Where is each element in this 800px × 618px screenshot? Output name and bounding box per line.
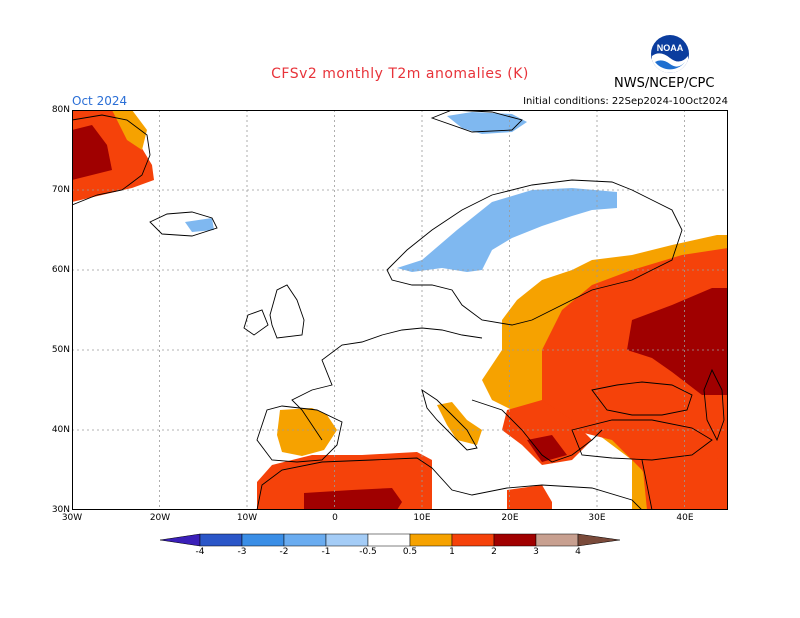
anomaly-region-balkans-dark	[527, 435, 567, 462]
map-frame	[72, 110, 728, 510]
coast-europe-west	[291, 327, 483, 441]
map-title: CFSv2 monthly T2m anomalies (K)	[271, 66, 529, 82]
initial-conditions: Initial conditions: 22Sep2024-10Oct2024	[523, 96, 728, 107]
colorbar-label-m3: -3	[237, 547, 247, 557]
coast-iberia	[256, 405, 343, 463]
colorbar-arrow-high	[577, 533, 621, 547]
coast-ireland	[243, 309, 269, 336]
coast-black-sea	[591, 381, 693, 416]
agency-label: NWS/NCEP/CPC	[614, 76, 715, 91]
coast-uk	[269, 284, 305, 339]
coast-balkans	[471, 399, 603, 463]
lon-label-10e: 10E	[413, 513, 431, 523]
anomaly-region-iberia	[277, 408, 337, 456]
colorbar-label-05: 0.5	[402, 547, 418, 557]
lon-label-40e: 40E	[676, 513, 694, 523]
anomaly-region-iceland	[185, 218, 214, 232]
forecast-month: Oct 2024	[72, 94, 128, 108]
coast-scandinavia	[386, 179, 683, 326]
coast-greenland	[72, 114, 151, 206]
anomaly-fills	[72, 110, 728, 510]
lon-label-10w: 10W	[236, 513, 258, 523]
colorbar-seg-2-3	[493, 533, 537, 547]
colorbar-seg-05-1	[409, 533, 453, 547]
anomaly-region-greenland-dark	[72, 125, 112, 180]
anomaly-region-mideast	[642, 455, 728, 510]
colorbar-seg-1-2	[451, 533, 495, 547]
anomaly-region-greenland-orange	[112, 110, 147, 150]
colorbar-seg-m4-m3	[199, 533, 243, 547]
colorbar	[160, 533, 621, 547]
lon-label-30e: 30E	[588, 513, 606, 523]
lon-label-20e: 20E	[501, 513, 519, 523]
coastlines	[72, 110, 725, 510]
colorbar-label-1: 1	[449, 547, 455, 557]
coast-turkey	[571, 419, 713, 461]
coast-italy	[421, 388, 478, 451]
colorbar-label-m4: -4	[195, 547, 205, 557]
colorbar-arrow-low	[160, 533, 201, 547]
anomaly-region-scandinavia	[397, 188, 617, 272]
lat-label-70: 70N	[51, 185, 70, 195]
graticule	[72, 110, 728, 510]
lon-label-30w: 30W	[61, 513, 83, 523]
colorbar-label-m2: -2	[279, 547, 289, 557]
colorbar-seg-m3-m2	[241, 533, 285, 547]
anomaly-region-balkans	[502, 400, 592, 465]
coast-caspian	[703, 368, 725, 442]
coast-svalbard	[430, 110, 523, 133]
anomaly-region-svalbard	[447, 112, 527, 134]
colorbar-seg-3-4	[535, 533, 579, 547]
coast-north-africa	[256, 457, 643, 510]
coast-mideast	[641, 459, 653, 510]
colorbar-label-4: 4	[575, 547, 581, 557]
lat-label-40: 40N	[51, 425, 70, 435]
colorbar-label-m05: -0.5	[359, 547, 377, 557]
colorbar-seg-neutral	[367, 533, 411, 547]
lon-label-0: 0	[332, 513, 338, 523]
anomaly-region-north-africa-dark	[304, 488, 402, 510]
colorbar-label-2: 2	[491, 547, 497, 557]
lat-label-30: 30N	[51, 505, 70, 515]
lat-label-60: 60N	[51, 265, 70, 275]
noaa-logo-icon: NOAA	[651, 35, 689, 73]
logo-text: NOAA	[657, 43, 684, 53]
anomaly-region-libya-egypt	[507, 485, 552, 510]
lat-label-50: 50N	[51, 345, 70, 355]
colorbar-label-m1: -1	[321, 547, 331, 557]
lat-label-80: 80N	[51, 105, 70, 115]
colorbar-seg-m1-m05	[325, 533, 369, 547]
anomaly-region-italy	[437, 402, 482, 445]
coast-iceland	[149, 211, 218, 237]
lon-label-20w: 20W	[149, 513, 171, 523]
colorbar-label-3: 3	[533, 547, 539, 557]
colorbar-seg-m2-m1	[283, 533, 327, 547]
anomaly-region-russia-darkred	[627, 288, 728, 395]
anomaly-map	[72, 110, 728, 510]
